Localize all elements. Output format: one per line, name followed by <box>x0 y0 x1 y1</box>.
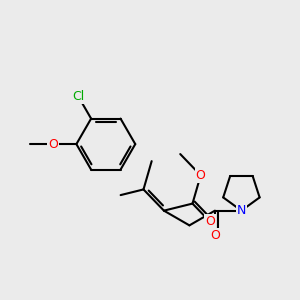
Text: Cl: Cl <box>73 90 85 104</box>
Text: O: O <box>49 138 58 151</box>
Text: N: N <box>237 204 246 217</box>
Text: O: O <box>210 229 220 242</box>
Text: O: O <box>196 169 206 182</box>
Text: O: O <box>205 215 215 228</box>
